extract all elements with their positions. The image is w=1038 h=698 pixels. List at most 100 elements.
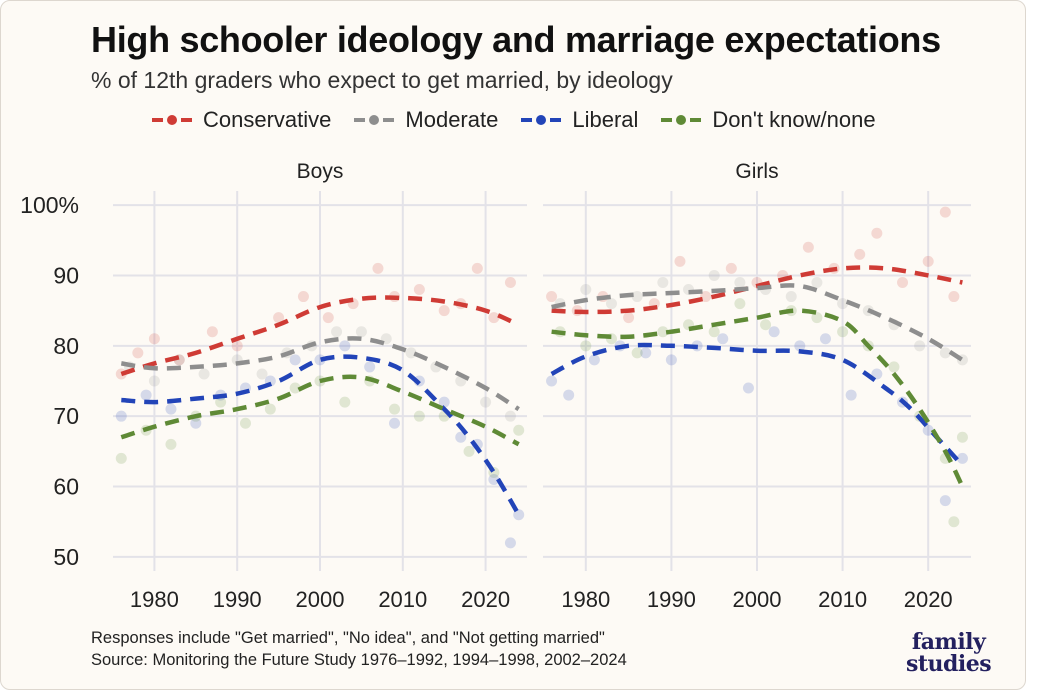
- x-tick-label-1980-boys: 1980: [130, 587, 179, 612]
- chart-subtitle: % of 12th graders who expect to get marr…: [91, 67, 673, 93]
- data-point-liberal-girls: [956, 452, 968, 464]
- data-point-moderate-girls: [785, 291, 797, 303]
- y-tick-label-80: 80: [53, 333, 79, 359]
- data-point-liberal-girls: [665, 354, 677, 366]
- data-point-liberal-boys: [513, 509, 525, 521]
- panel-label-boys: Boys: [297, 160, 344, 183]
- panel-label-girls: Girls: [735, 160, 778, 183]
- data-point-liberal-boys: [140, 389, 152, 401]
- family-studies-logo: family studies: [906, 631, 992, 675]
- legend: Conservative Moderate Liberal: [151, 107, 898, 133]
- data-point-liberal-boys: [488, 474, 500, 486]
- data-point-moderate-girls: [605, 298, 617, 310]
- data-point-liberal-girls: [922, 424, 934, 436]
- x-tick-label-1990-boys: 1990: [213, 587, 262, 612]
- x-tick-label-2020-boys: 2020: [461, 587, 510, 612]
- chart-card: High schooler ideology and marriage expe…: [0, 0, 1026, 690]
- data-point-moderate-boys: [331, 326, 343, 338]
- data-point-moderate-girls: [657, 276, 669, 288]
- data-point-don-t-know-none-girls: [811, 312, 823, 324]
- data-point-conservative-boys: [504, 276, 516, 288]
- y-tick-label-50: 50: [53, 544, 79, 570]
- data-point-don-t-know-none-boys: [215, 396, 227, 408]
- data-point-liberal-girls: [794, 340, 806, 352]
- legend-item-dontknow: Don't know/none: [660, 107, 876, 133]
- legend-key-moderate: [354, 115, 395, 125]
- data-point-conservative-girls: [546, 291, 558, 303]
- data-point-liberal-girls: [640, 347, 652, 359]
- data-point-don-t-know-none-girls: [734, 298, 746, 310]
- data-point-don-t-know-none-girls: [948, 516, 960, 528]
- legend-label-liberal: Liberal: [572, 107, 639, 132]
- data-point-liberal-girls: [939, 495, 951, 507]
- data-point-don-t-know-none-girls: [956, 431, 968, 443]
- trend-line-conservative-girls: [551, 265, 963, 315]
- x-tick-label-2020-girls: 2020: [904, 587, 953, 612]
- data-point-liberal-girls: [742, 382, 754, 394]
- data-point-liberal-girls: [845, 389, 857, 401]
- y-tick-label-100: 100%: [20, 192, 79, 218]
- data-point-moderate-girls: [631, 291, 643, 303]
- data-point-don-t-know-none-girls: [760, 319, 772, 331]
- data-point-don-t-know-none-girls: [657, 326, 669, 338]
- data-point-conservative-girls: [725, 262, 737, 274]
- data-point-conservative-girls: [623, 312, 635, 324]
- data-point-moderate-boys: [355, 326, 367, 338]
- data-point-liberal-boys: [289, 354, 301, 366]
- data-point-moderate-boys: [148, 375, 160, 387]
- legend-label-dontknow: Don't know/none: [712, 107, 876, 132]
- x-tick-label-2010-boys: 2010: [378, 587, 427, 612]
- data-point-don-t-know-none-girls: [631, 347, 643, 359]
- data-point-conservative-girls: [922, 255, 934, 267]
- legend-key-liberal: [521, 115, 562, 125]
- data-point-liberal-girls: [717, 333, 729, 345]
- data-point-liberal-boys: [339, 340, 351, 352]
- data-point-don-t-know-none-boys: [239, 417, 251, 429]
- data-point-conservative-boys: [438, 305, 450, 317]
- chart-title: High schooler ideology and marriage expe…: [91, 19, 941, 60]
- data-point-moderate-girls: [734, 276, 746, 288]
- data-point-conservative-boys: [488, 312, 500, 324]
- x-tick-label-1990-girls: 1990: [647, 587, 696, 612]
- legend-label-moderate: Moderate: [405, 107, 499, 132]
- legend-item-moderate: Moderate: [353, 107, 498, 133]
- trend-line-moderate-girls: [551, 283, 964, 362]
- data-point-don-t-know-none-boys: [115, 452, 127, 464]
- data-point-liberal-boys: [438, 396, 450, 408]
- data-point-liberal-boys: [455, 431, 467, 443]
- data-point-don-t-know-none-boys: [513, 424, 525, 436]
- legend-label-conservative: Conservative: [203, 107, 332, 132]
- data-point-conservative-girls: [700, 291, 712, 303]
- x-tick-label-2000-girls: 2000: [733, 587, 782, 612]
- data-point-don-t-know-none-boys: [165, 438, 177, 450]
- trend-line-moderate-boys: [120, 336, 520, 411]
- data-point-liberal-boys: [165, 403, 177, 415]
- data-point-conservative-boys: [206, 326, 218, 338]
- trend-line-liberal-girls: [550, 342, 965, 467]
- data-point-liberal-boys: [115, 410, 127, 422]
- data-point-liberal-girls: [563, 389, 575, 401]
- data-point-conservative-girls: [674, 255, 686, 267]
- data-point-moderate-boys: [198, 368, 210, 380]
- data-point-liberal-girls: [546, 375, 558, 387]
- data-point-don-t-know-none-girls: [580, 340, 592, 352]
- y-tick-label-90: 90: [53, 262, 79, 288]
- data-point-conservative-girls: [802, 241, 814, 253]
- data-point-liberal-boys: [364, 361, 376, 373]
- data-point-conservative-boys: [148, 333, 160, 345]
- data-point-don-t-know-none-girls: [708, 326, 720, 338]
- data-point-conservative-boys: [297, 291, 309, 303]
- data-point-conservative-girls: [854, 248, 866, 260]
- data-point-liberal-girls: [768, 326, 780, 338]
- legend-key-dontknow: [661, 115, 702, 125]
- data-point-don-t-know-none-boys: [339, 396, 351, 408]
- legend-item-conservative: Conservative: [151, 107, 331, 133]
- data-point-liberal-boys: [504, 537, 516, 549]
- x-tick-label-2000-boys: 2000: [296, 587, 345, 612]
- data-point-moderate-girls: [914, 340, 926, 352]
- x-tick-label-2010-girls: 2010: [818, 587, 867, 612]
- legend-item-liberal: Liberal: [520, 107, 638, 133]
- footnote-source: Source: Monitoring the Future Study 1976…: [91, 651, 627, 669]
- data-point-conservative-boys: [372, 262, 384, 274]
- data-point-don-t-know-none-boys: [289, 382, 301, 394]
